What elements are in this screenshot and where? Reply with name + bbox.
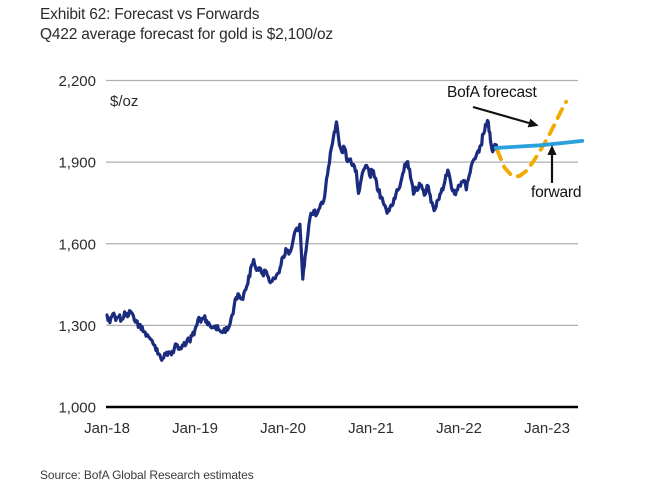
bofa-forecast-line (495, 99, 568, 179)
x-tick-label: Jan-18 (84, 420, 130, 437)
exhibit-subtitle: Q422 average forecast for gold is $2,100… (40, 26, 333, 43)
y-tick-label: 2,200 (58, 73, 96, 90)
y-tick-label: 1,600 (58, 236, 96, 253)
source-note: Source: BofA Global Research estimates (40, 468, 254, 482)
forward-line (493, 139, 585, 150)
bofa-forecast-arrow (472, 105, 530, 125)
y-tick-label: 1,000 (58, 400, 96, 417)
x-tick-label: Jan-21 (348, 420, 394, 437)
y-tick-label: 1,300 (58, 318, 96, 335)
annotation-bofa-forecast-label: BofA forecast (447, 84, 537, 101)
exhibit-title: Exhibit 62: Forecast vs Forwards (40, 6, 260, 23)
x-tick-label: Jan-23 (524, 420, 570, 437)
y-axis-unit-label: $/oz (110, 93, 139, 110)
forward-arrow-head (547, 145, 557, 155)
x-tick-label: Jan-22 (436, 420, 482, 437)
x-tick-label: Jan-20 (260, 420, 306, 437)
gold-price-line (105, 118, 499, 362)
bofa-forecast-arrow-head (527, 118, 539, 128)
x-tick-label: Jan-19 (172, 420, 218, 437)
y-tick-label: 1,900 (58, 155, 96, 172)
annotation-forward-label: forward (531, 184, 582, 201)
